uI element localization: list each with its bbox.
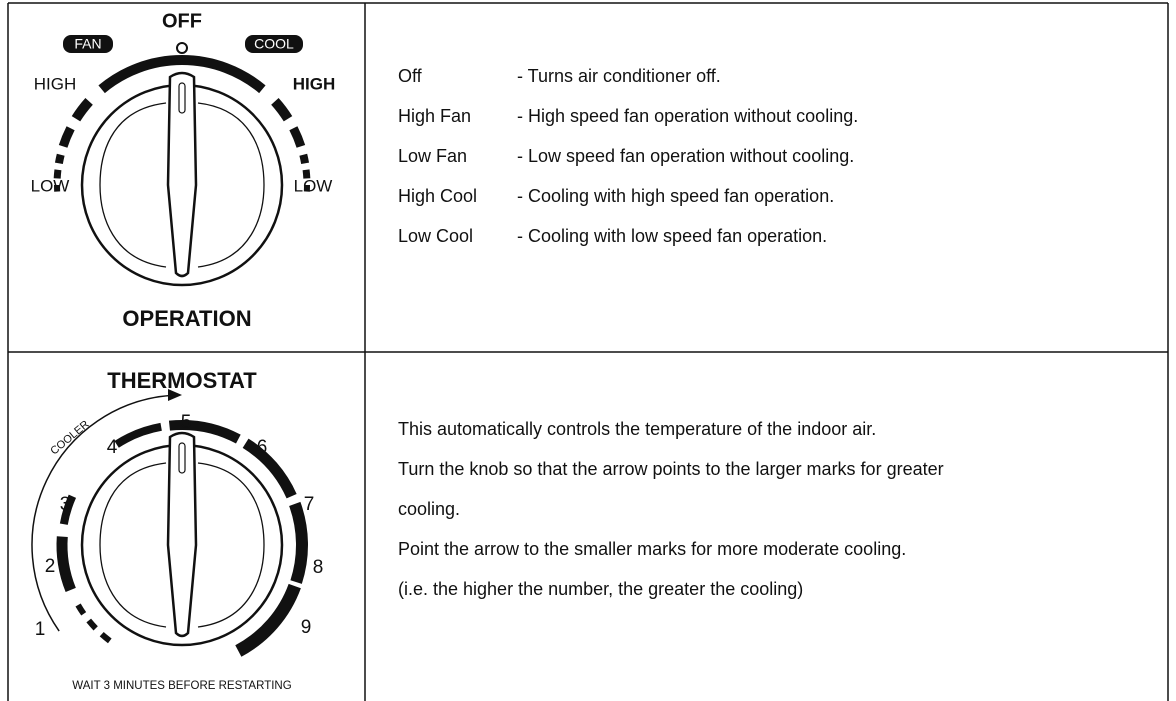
table-frame (7, 2, 1169, 701)
knob-face-left (99, 102, 167, 268)
thermostat-text: Point the arrow to the smaller marks for… (398, 539, 906, 559)
thermostat-text: This automatically controls the temperat… (398, 419, 876, 439)
dial-mark (168, 420, 241, 444)
dial-mark (56, 536, 76, 593)
thermostat-text: Turn the knob so that the arrow points t… (398, 459, 944, 479)
low-left: LOW (31, 176, 70, 195)
low-right: LOW (294, 176, 333, 195)
dial-mark (99, 631, 112, 644)
off-marker (176, 42, 188, 54)
thermostat-title: THERMOSTAT (107, 368, 257, 393)
mode-name: High Cool (398, 186, 477, 206)
dial-mark (114, 422, 162, 448)
off-label: OFF (162, 10, 202, 32)
thermostat-text: (i.e. the higher the number, the greater… (398, 579, 803, 599)
dial-mark (53, 169, 62, 179)
dial-mark (75, 603, 87, 616)
pointer-slot (178, 82, 186, 114)
knob-pointer (166, 71, 198, 278)
knob-pointer (166, 431, 198, 638)
mode-desc: - Turns air conditioner off. (517, 66, 721, 86)
dial-number: 4 (107, 437, 118, 458)
cooler-arrow (31, 394, 172, 632)
dial-number: 3 (60, 494, 71, 515)
dial-number: 6 (257, 437, 268, 458)
dial-mark (289, 126, 306, 148)
cool-badge (245, 35, 303, 53)
mode-desc: - High speed fan operation without cooli… (517, 106, 858, 126)
dial-number: 8 (313, 557, 324, 578)
dial-mark (271, 98, 293, 122)
dial-number: 7 (304, 494, 315, 515)
mode-name: Low Fan (398, 146, 467, 166)
dial-mark (54, 153, 65, 165)
cool-label: COOL (254, 36, 294, 52)
dials (31, 42, 311, 657)
cooler-arrowhead (168, 389, 182, 401)
dial-mark (98, 55, 266, 94)
dial-number: 9 (301, 617, 312, 638)
dial-mark (242, 438, 297, 499)
mode-name: Low Cool (398, 226, 473, 246)
mode-desc: - Cooling with low speed fan operation. (517, 226, 827, 246)
fan-badge (63, 35, 113, 53)
knob-face-right (197, 462, 265, 628)
high-left: HIGH (34, 74, 77, 93)
fan-label: FAN (74, 36, 101, 52)
pointer-slot (178, 442, 186, 474)
operation-title: OPERATION (122, 306, 251, 331)
dial-mark (299, 153, 310, 165)
mode-desc: - Cooling with high speed fan operation. (517, 186, 834, 206)
dial-mark (289, 501, 308, 584)
cooler-label: COOLER (48, 418, 91, 457)
dial-mark (58, 126, 75, 148)
dial-mark (86, 618, 98, 631)
dial-number: 5 (181, 412, 192, 433)
dial-mark (235, 583, 301, 657)
dial-mark (71, 98, 93, 122)
mode-name: Off (398, 66, 423, 86)
mode-desc: - Low speed fan operation without coolin… (517, 146, 854, 166)
dial-number: 2 (45, 556, 56, 577)
high-right: HIGH (293, 74, 336, 93)
note: WAIT 3 MINUTES BEFORE RESTARTING (72, 680, 291, 692)
knob-face-right (197, 102, 265, 268)
thermostat-text: cooling. (398, 499, 460, 519)
dial-mark (59, 494, 77, 525)
dial-mark (302, 169, 311, 179)
knob-face-left (99, 462, 167, 628)
dial-number: 1 (35, 619, 46, 640)
mode-name: High Fan (398, 106, 471, 126)
